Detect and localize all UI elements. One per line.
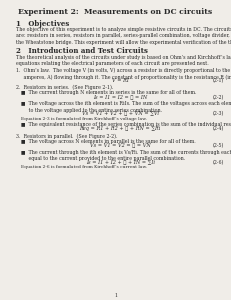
- Text: (2-3): (2-3): [213, 111, 224, 116]
- Text: 1: 1: [114, 293, 117, 298]
- Text: 3.  Resistors in parallel.  (See Figure 2-2).: 3. Resistors in parallel. (See Figure 2-…: [16, 134, 118, 139]
- Text: ■  The equivalent resistance of the series combination is the sum of the individ: ■ The equivalent resistance of the serie…: [21, 122, 231, 127]
- Text: Vs = V1 + V2 + ⋯ + VN = ∑Vi: Vs = V1 + V2 + ⋯ + VN = ∑Vi: [82, 111, 159, 116]
- Text: (2-2): (2-2): [213, 95, 224, 100]
- Text: (2-1): (2-1): [213, 78, 224, 83]
- Text: (2-6): (2-6): [213, 160, 224, 165]
- Text: (2-5): (2-5): [213, 143, 224, 148]
- Text: Req = R1 + R2 + ⋯ + RN = ∑Ri: Req = R1 + R2 + ⋯ + RN = ∑Ri: [79, 126, 161, 131]
- Text: The objective of this experiment is to analyze simple resistive circuits in DC. : The objective of this experiment is to a…: [16, 27, 231, 45]
- Text: ■  The voltage across the ith element is RiIs. The sum of the voltages across ea: ■ The voltage across the ith element is …: [21, 101, 231, 113]
- Text: (2-4): (2-4): [213, 126, 224, 131]
- Text: ■  The voltage across N elements in parallel is the same for all of them.: ■ The voltage across N elements in paral…: [21, 139, 195, 144]
- Text: 1   Objectives: 1 Objectives: [16, 20, 70, 28]
- Text: Is = I1 = I2 = ⋯ = IN: Is = I1 = I2 = ⋯ = IN: [93, 95, 147, 100]
- Text: Vs = V1 = V2 = ⋯ = VN: Vs = V1 = V2 = ⋯ = VN: [90, 143, 150, 148]
- Text: Equation 2-6 is formulated from Kirchhoff’s current law.: Equation 2-6 is formulated from Kirchhof…: [21, 165, 147, 169]
- Text: ■  The current through N elements in series is the same for all of them.: ■ The current through N elements in seri…: [21, 90, 196, 95]
- Text: Experiment 2:  Measurements on DC circuits: Experiment 2: Measurements on DC circuit…: [18, 8, 213, 16]
- Text: 2.  Resistors in series.  (See Figure 2-1).: 2. Resistors in series. (See Figure 2-1)…: [16, 85, 114, 91]
- Text: ■  The current through the ith element is Vs/Ri. The sum of the currents through: ■ The current through the ith element is…: [21, 150, 231, 161]
- Text: 1.  Ohm’s law.  The voltage V (in volts, V) across a resistor is directly propor: 1. Ohm’s law. The voltage V (in volts, V…: [16, 68, 231, 80]
- Text: Equation 2-3 is formulated from Kirchhoff’s voltage law.: Equation 2-3 is formulated from Kirchhof…: [21, 117, 147, 121]
- Text: V = RI: V = RI: [112, 78, 129, 83]
- Text: Is = I1 + I2 + ⋯ + IN = ∑Ii: Is = I1 + I2 + ⋯ + IN = ∑Ii: [86, 160, 155, 165]
- Text: 2   Introduction and Test Circuits: 2 Introduction and Test Circuits: [16, 47, 148, 56]
- Text: The theoretical analysis of the circuits under study is based on Ohm’s and Kirch: The theoretical analysis of the circuits…: [16, 55, 231, 66]
